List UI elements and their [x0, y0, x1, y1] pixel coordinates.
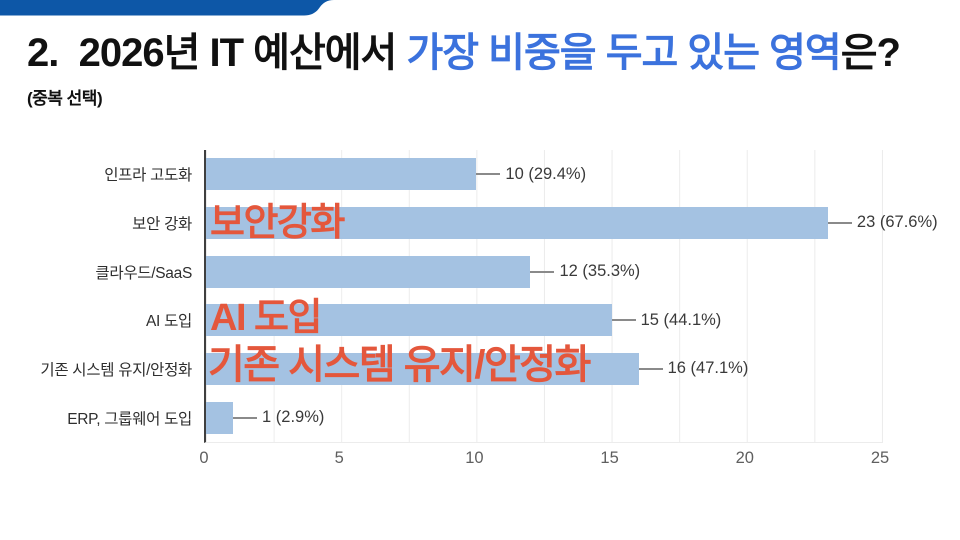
x-axis-tick-labels: 0 5 10 15 20 25 [199, 449, 889, 473]
category-label: ERP, 그룹웨어 도입 [67, 410, 192, 428]
callout-leader-line [827, 221, 852, 224]
x-tick-label: 15 [600, 449, 619, 467]
category-label: 클라우드/SaaS [95, 264, 192, 282]
x-tick-label: 5 [334, 449, 344, 467]
value-label: 12 (35.3%) [559, 262, 641, 281]
bar-segment [206, 206, 828, 239]
value-callout: 12 (35.3%) [530, 247, 640, 296]
chart-row: 12 (35.3%) [206, 247, 882, 296]
value-callout: 23 (67.6%) [827, 199, 938, 248]
slide-subtitle: (중복 선택) [27, 89, 103, 108]
bar-segment [206, 401, 234, 434]
callout-leader-line [530, 270, 555, 273]
chart-row: 10 (29.4%) [206, 150, 882, 199]
category-label: 인프라 고도화 [104, 167, 192, 185]
title-prefix: 2. 2026년 IT 예산에서 [27, 31, 407, 75]
x-tick-label: 0 [199, 449, 209, 467]
category-label: 기존 시스템 유지/안정화 [40, 361, 192, 379]
chart-row: 16 (47.1%) [206, 345, 882, 394]
slide-title: 2. 2026년 IT 예산에서 가장 비중을 두고 있는 영역은? [27, 30, 947, 76]
x-tick-label: 20 [735, 449, 754, 467]
category-label: 보안 강화 [132, 215, 192, 233]
chart-row: 1 (2.9%) [206, 393, 882, 442]
value-callout: 1 (2.9%) [233, 393, 324, 442]
chart-plot-area: 10 (29.4%) 23 (67.6%) 12 (35.3%) 15 (44.1%)… [204, 150, 938, 443]
value-callout: 15 (44.1%) [611, 296, 722, 345]
category-label: AI 도입 [146, 313, 192, 331]
chart-row: 23 (67.6%) [206, 199, 938, 248]
value-label: 15 (44.1%) [640, 310, 722, 329]
annotation-legacy: 기존 시스템 유지/안정화 [208, 343, 591, 387]
annotation-ai: AI 도입 [210, 297, 322, 339]
header-banner-shape [0, 0, 334, 16]
value-callout: 10 (29.4%) [476, 150, 586, 199]
value-label: 10 (29.4%) [505, 164, 587, 183]
annotation-security: 보안강화 [210, 202, 345, 244]
x-tick-label: 25 [870, 449, 890, 467]
value-callout: 16 (47.1%) [638, 345, 749, 394]
bar-segment [206, 255, 531, 288]
title-suffix: 은? [840, 31, 901, 75]
chart-row: 15 (44.1%) [206, 296, 882, 345]
x-tick-label: 10 [465, 449, 484, 467]
callout-leader-line [638, 367, 663, 370]
bar-segment [206, 304, 612, 337]
bar-segment [206, 352, 639, 385]
callout-leader-line [476, 173, 501, 176]
value-label: 23 (67.6%) [856, 213, 938, 232]
title-highlight: 가장 비중을 두고 있는 영역 [406, 31, 841, 75]
value-label: 1 (2.9%) [262, 408, 325, 427]
value-label: 16 (47.1%) [667, 359, 749, 378]
bar-segment [206, 158, 477, 191]
callout-leader-line [611, 319, 636, 322]
callout-leader-line [233, 416, 258, 419]
